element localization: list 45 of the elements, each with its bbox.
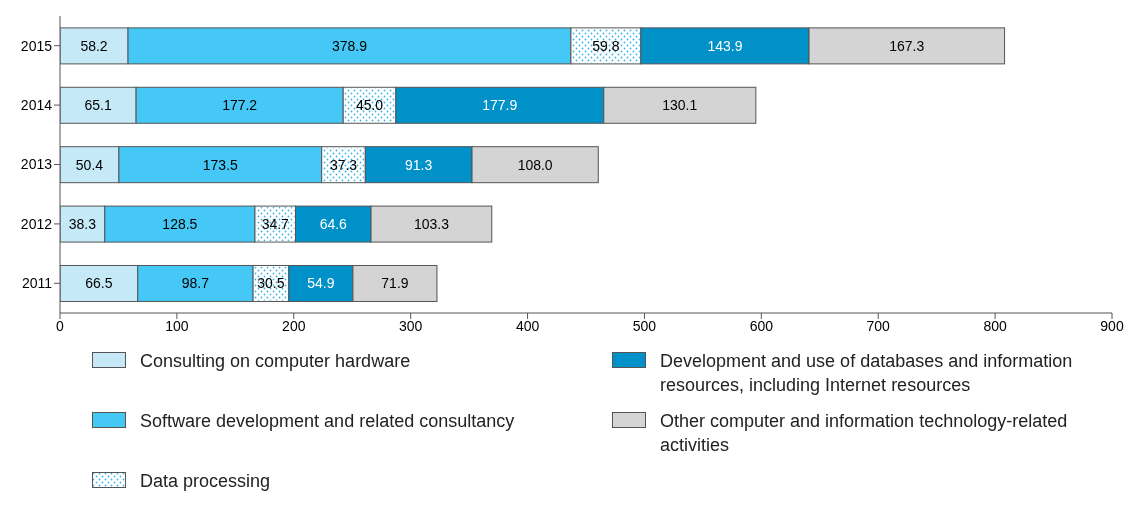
data-label: 71.9 (381, 275, 409, 292)
data-label: 177.2 (222, 97, 258, 114)
legend-label: Data processing (140, 470, 271, 493)
data-label: 38.3 (68, 215, 97, 232)
legend-label: Software development and related consultancy (140, 410, 515, 433)
data-label: 37.3 (329, 156, 358, 173)
x-tick-label: 300 (398, 317, 423, 334)
data-label: 98.7 (181, 275, 210, 292)
data-label: 34.7 (261, 215, 290, 232)
data-label: 167.3 (889, 37, 925, 54)
data-label: 54.9 (307, 275, 335, 292)
y-tick-label: 2011 (21, 275, 53, 292)
data-label: 108.0 (517, 156, 553, 173)
data-label: 177.9 (482, 97, 518, 114)
x-tick-label: 500 (632, 317, 657, 334)
data-label: 64.6 (319, 215, 348, 232)
data-label: 143.9 (707, 37, 743, 54)
data-label: 103.3 (413, 215, 450, 232)
x-tick-label: 0 (56, 317, 65, 334)
legend-label: Consulting on computer hardware (140, 350, 411, 373)
data-label: 50.4 (75, 156, 104, 173)
legend-label: Other computer and information technology-related activities (660, 410, 1069, 457)
y-tick-label: 2012 (20, 215, 53, 232)
data-label: 59.8 (592, 37, 620, 54)
x-tick-label: 800 (983, 317, 1007, 334)
x-tick-label: 900 (1100, 317, 1124, 334)
x-tick-label: 200 (282, 317, 306, 334)
data-label: 173.5 (202, 156, 239, 173)
y-tick-label: 2014 (20, 97, 53, 114)
y-tick-label: 2013 (20, 156, 53, 173)
data-label: 66.5 (85, 275, 113, 292)
data-label: 378.9 (331, 37, 368, 54)
x-tick-label: 400 (515, 317, 540, 334)
y-tick-label: 2015 (20, 37, 53, 54)
data-label: 128.5 (162, 215, 198, 232)
x-tick-label: 600 (749, 317, 774, 334)
data-label: 30.5 (257, 275, 285, 292)
data-label: 130.1 (662, 97, 698, 114)
data-label: 91.3 (405, 156, 433, 173)
legend-label: Development and use of databases and information resources, including Internet resources (660, 350, 1074, 397)
x-tick-label: 700 (866, 317, 891, 334)
data-label: 58.2 (80, 37, 108, 54)
data-label: 65.1 (84, 97, 112, 114)
x-tick-label: 100 (165, 317, 189, 334)
data-label: 45.0 (355, 97, 384, 114)
